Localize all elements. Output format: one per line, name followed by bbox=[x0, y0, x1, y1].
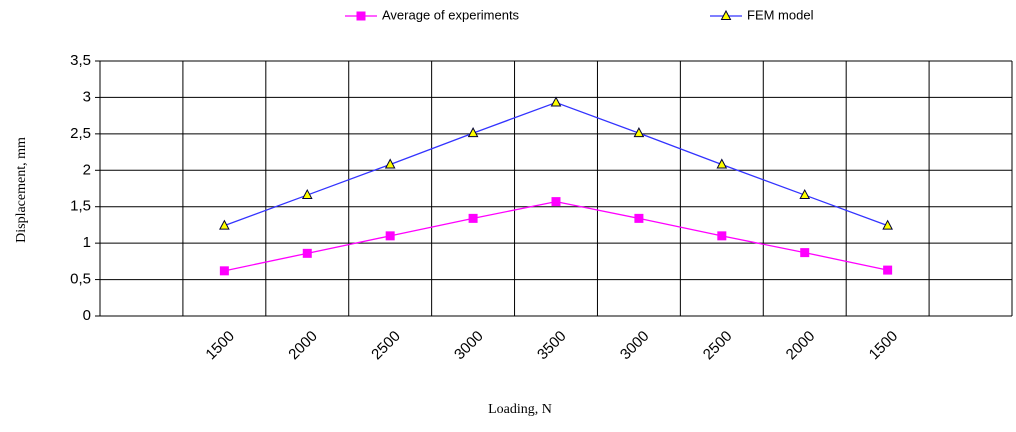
x-tick-label: 3000 bbox=[617, 328, 653, 364]
y-tick-label: 3,5 bbox=[70, 52, 91, 69]
x-tick-label: 1500 bbox=[866, 328, 902, 364]
marker bbox=[800, 248, 810, 258]
marker bbox=[717, 231, 727, 241]
x-tick-label: 3500 bbox=[534, 328, 570, 364]
series-line bbox=[224, 200, 888, 272]
marker bbox=[301, 188, 313, 200]
y-axis-title: Displacement, mm bbox=[14, 137, 29, 243]
y-tick-label: 2 bbox=[83, 161, 91, 178]
y-tick-label: 0 bbox=[83, 307, 91, 324]
marker bbox=[882, 219, 893, 230]
x-tick-label: 3000 bbox=[451, 328, 487, 364]
marker bbox=[799, 188, 811, 200]
marker bbox=[467, 127, 479, 138]
legend-marker bbox=[720, 9, 732, 20]
legend-marker bbox=[356, 11, 366, 21]
marker bbox=[716, 158, 728, 169]
y-tick-label: 1 bbox=[83, 234, 91, 251]
marker bbox=[219, 219, 230, 230]
marker bbox=[551, 197, 561, 207]
y-tick-label: 0,5 bbox=[70, 271, 91, 288]
marker bbox=[384, 158, 396, 169]
marker bbox=[468, 213, 478, 223]
y-tick-label: 1,5 bbox=[70, 198, 91, 215]
marker bbox=[302, 248, 312, 258]
x-tick-label: 1500 bbox=[202, 328, 238, 364]
y-tick-label: 3 bbox=[83, 88, 91, 105]
legend-label: FEM model bbox=[747, 7, 814, 22]
marker bbox=[219, 266, 229, 276]
legend-label: Average of experiments bbox=[382, 7, 520, 22]
marker bbox=[633, 127, 645, 138]
x-tick-label: 2500 bbox=[368, 328, 404, 364]
x-tick-label: 2000 bbox=[783, 328, 819, 364]
marker bbox=[385, 231, 395, 241]
x-tick-label: 2500 bbox=[700, 328, 736, 364]
marker bbox=[883, 265, 893, 275]
x-axis-title: Loading, N bbox=[488, 402, 552, 417]
y-tick-label: 2,5 bbox=[70, 125, 91, 142]
marker bbox=[550, 96, 562, 107]
x-tick-label: 2000 bbox=[285, 328, 321, 364]
marker bbox=[634, 213, 644, 223]
